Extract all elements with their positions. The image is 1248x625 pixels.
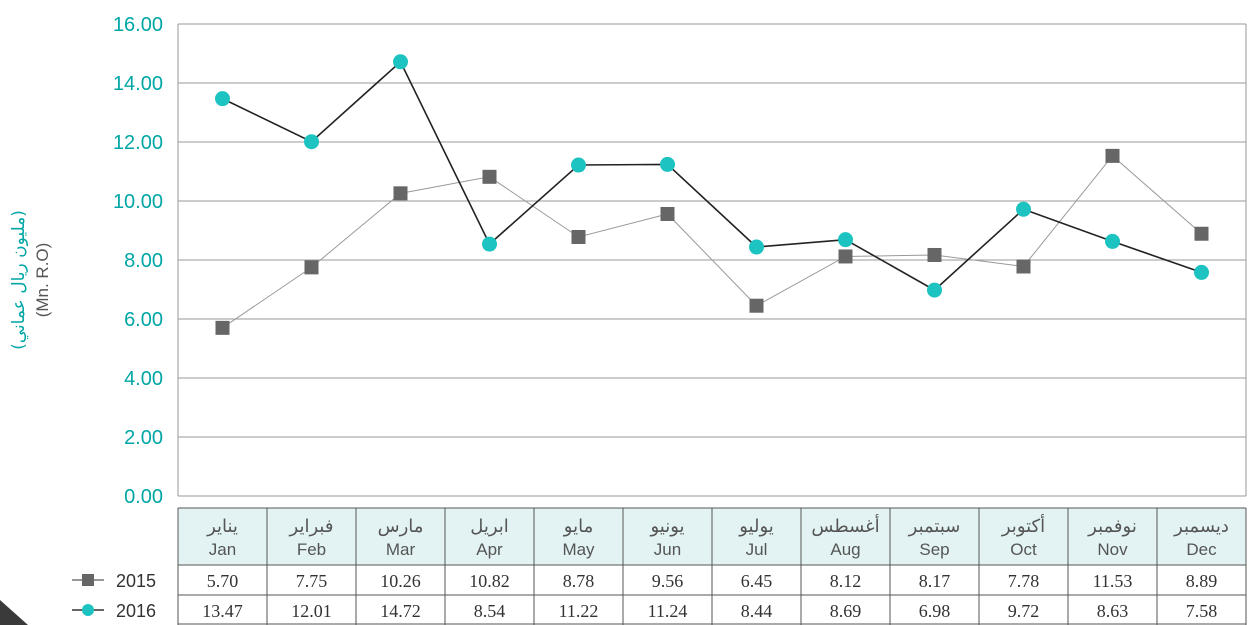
table-cell-value: 8.44 [741, 601, 773, 621]
table-cell-value: 6.98 [919, 601, 951, 621]
category-label: Apr [476, 540, 503, 559]
data-point-2016 [660, 156, 675, 172]
y-tick-label: 12.00 [113, 132, 163, 154]
legend-label: 2015 [116, 571, 156, 591]
data-point-2015 [838, 249, 853, 264]
category-label-arabic: سبتمبر [908, 516, 961, 537]
table-cell-value: 14.72 [380, 601, 421, 621]
table-cell-value: 5.70 [207, 571, 239, 591]
table-cell-value: 6.45 [741, 571, 773, 591]
data-point-2015 [571, 229, 586, 244]
data-point-2016 [393, 54, 408, 70]
series-group [215, 54, 1209, 335]
category-label-arabic: أكتوبر [1001, 514, 1045, 537]
table-cell-value: 8.12 [830, 571, 862, 591]
category-label-arabic: يناير [206, 516, 238, 537]
y-tick-label: 2.00 [124, 427, 163, 449]
table-cell-value: 10.82 [469, 571, 510, 591]
legend-marker [82, 574, 94, 586]
data-point-2016 [1194, 264, 1209, 280]
table-cell-value: 10.26 [380, 571, 421, 591]
table-cell-value: 12.01 [291, 601, 332, 621]
category-label-arabic: ديسمبر [1173, 516, 1229, 537]
category-label: Mar [386, 540, 416, 559]
data-point-2016 [1105, 233, 1120, 249]
table-cell-value: 7.75 [296, 571, 328, 591]
y-axis-ticks: 0.00 2.00 4.00 6.00 8.00 10.00 12.00 14.00 16.00 [113, 14, 163, 508]
table-cell-value: 8.17 [919, 571, 951, 591]
data-point-2015 [393, 186, 408, 201]
category-label: Aug [830, 540, 860, 559]
data-point-2015 [1105, 148, 1120, 163]
data-point-2015 [215, 320, 230, 335]
data-point-2015 [660, 206, 675, 221]
category-label: May [562, 540, 595, 559]
category-label: Jan [209, 540, 236, 559]
grid-lines [177, 23, 1247, 497]
data-point-2015 [304, 260, 319, 275]
y-tick-label: 4.00 [124, 368, 163, 390]
data-point-2016 [482, 236, 497, 252]
category-label-arabic: مارس [378, 516, 424, 537]
category-label: Jun [654, 540, 681, 559]
category-label-arabic: ابريل [470, 516, 509, 537]
category-label: Feb [297, 540, 326, 559]
table-cell-value: 8.89 [1186, 571, 1218, 591]
y-tick-label: 6.00 [124, 309, 163, 331]
data-point-2015 [1016, 259, 1031, 274]
corner-decoration [0, 600, 28, 625]
table-cell-value: 11.53 [1093, 571, 1133, 591]
category-label-arabic: مايو [563, 516, 593, 537]
data-point-2015 [1194, 226, 1209, 241]
table-cell-value: 11.22 [559, 601, 599, 621]
table-cell-value: 7.58 [1186, 601, 1218, 621]
data-table: يناير Jan فبراير Feb مارس Mar ابريل Apr مايو May ي… [72, 507, 1247, 625]
y-tick-label: 0.00 [124, 486, 163, 508]
table-cell-value: 9.56 [652, 571, 684, 591]
y-tick-label: 16.00 [113, 14, 163, 36]
table-cell-value: 13.47 [202, 601, 243, 621]
y-axis-label-arabic: (مليون ريال عماني) [9, 210, 29, 350]
table-cell-value: 11.24 [648, 601, 688, 621]
data-point-2015 [749, 298, 764, 313]
data-point-2016 [1016, 201, 1031, 217]
table-cell-value: 8.63 [1097, 601, 1129, 621]
data-point-2015 [482, 169, 497, 184]
category-label: Sep [919, 540, 949, 559]
data-point-2016 [749, 239, 764, 255]
y-tick-label: 8.00 [124, 250, 163, 272]
table-cell-value: 8.69 [830, 601, 862, 621]
y-tick-label: 10.00 [113, 191, 163, 213]
category-label-arabic: يونيو [649, 516, 684, 537]
data-point-2016 [927, 282, 942, 298]
category-label-arabic: أغسطس [811, 514, 879, 537]
category-label-arabic: فبراير [289, 516, 334, 537]
data-point-2016 [571, 157, 586, 173]
y-axis-label-english: (Mn. R.O) [33, 242, 52, 318]
category-label-arabic: يوليو [738, 516, 774, 537]
data-point-2015 [927, 247, 942, 262]
category-label: Jul [746, 540, 768, 559]
table-cell-value: 8.54 [474, 601, 506, 621]
data-point-2016 [838, 232, 853, 248]
legend-marker [82, 604, 94, 616]
table-cell-value: 7.78 [1008, 571, 1040, 591]
data-point-2016 [215, 91, 230, 107]
series-line-2015 [222, 155, 1202, 329]
category-label: Dec [1186, 540, 1217, 559]
y-tick-label: 14.00 [113, 73, 163, 95]
category-label-arabic: نوفمبر [1087, 516, 1137, 537]
legend-label: 2016 [116, 601, 156, 621]
table-cell-value: 9.72 [1008, 601, 1040, 621]
table-cell-value: 8.78 [563, 571, 595, 591]
category-label: Oct [1010, 540, 1037, 559]
data-point-2016 [304, 134, 319, 150]
category-label: Nov [1097, 540, 1128, 559]
series-line-2016 [222, 60, 1202, 292]
